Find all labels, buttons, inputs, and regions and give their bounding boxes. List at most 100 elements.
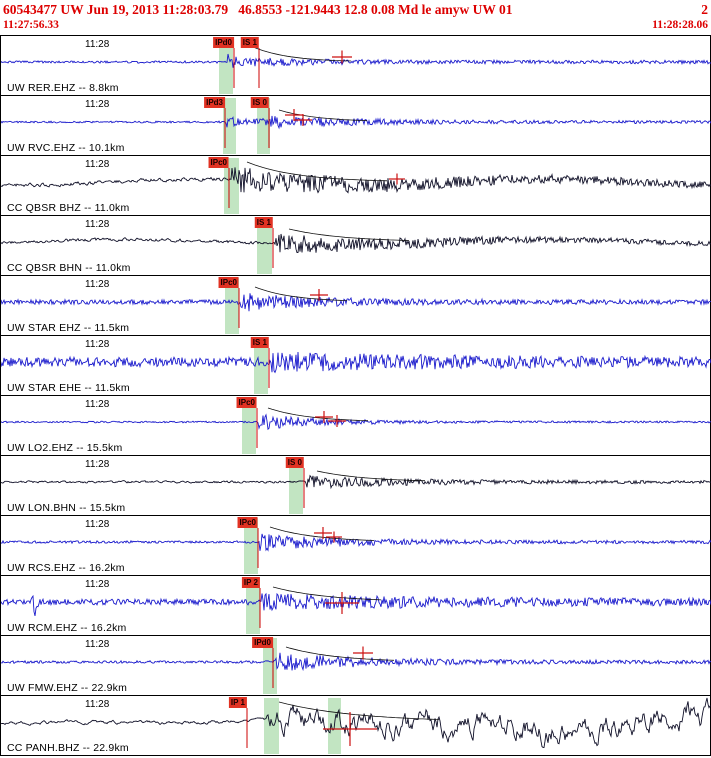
coda-decay-curve xyxy=(269,526,375,541)
waveform-canvas[interactable] xyxy=(1,516,711,576)
page-number: 2 xyxy=(701,2,708,17)
arrival-window-band xyxy=(219,38,233,94)
arrival-window-band xyxy=(257,218,272,274)
waveform-canvas[interactable] xyxy=(1,456,711,516)
waveform-trace xyxy=(1,592,711,617)
coda-decay-curve xyxy=(272,586,382,601)
minute-tick-label: 11:28 xyxy=(85,459,110,470)
waveform-trace xyxy=(1,652,711,672)
arrival-window-band xyxy=(264,698,279,754)
waveform-canvas[interactable] xyxy=(1,276,711,336)
pick-flag[interactable]: IPc0 xyxy=(236,397,257,408)
waveform-canvas[interactable] xyxy=(1,396,711,456)
minute-tick-label: 11:28 xyxy=(85,159,110,170)
arrival-window-band xyxy=(223,98,236,154)
arrival-window-band xyxy=(246,578,260,634)
arrival-window-band xyxy=(244,518,258,574)
waveform-trace xyxy=(1,115,711,130)
minute-tick-label: 11:28 xyxy=(85,339,110,350)
arrival-window-band xyxy=(257,98,270,154)
waveform-trace xyxy=(1,474,711,490)
pick-flag[interactable]: IS 0 xyxy=(250,97,269,108)
minute-tick-label: 11:28 xyxy=(85,399,110,410)
waveform-trace xyxy=(1,293,711,312)
minute-tick-label: 11:28 xyxy=(85,219,110,230)
waveform-canvas[interactable] xyxy=(1,36,711,96)
pick-flag[interactable]: IS 0 xyxy=(285,457,304,468)
waveform-trace xyxy=(1,233,711,254)
minute-tick-label: 11:28 xyxy=(85,279,110,290)
pick-flag[interactable]: IS 1 xyxy=(250,337,269,348)
minute-tick-label: 11:28 xyxy=(85,99,110,110)
waveform-canvas[interactable] xyxy=(1,576,711,636)
minute-tick-label: 11:28 xyxy=(85,519,110,530)
waveform-trace xyxy=(1,533,711,552)
waveform-canvas[interactable] xyxy=(1,696,711,756)
waveform-canvas[interactable] xyxy=(1,336,711,396)
coda-decay-curve xyxy=(278,701,440,720)
pick-flag[interactable]: IPd3 xyxy=(204,97,225,108)
trace-row[interactable]: 11:28 IPd3 IS 0 UW RVC.EHZ -- 10.1km xyxy=(1,95,711,156)
minute-tick-label: 11:28 xyxy=(85,699,110,710)
minute-tick-label: 11:28 xyxy=(85,579,110,590)
trace-row[interactable]: 11:28 IS 0 UW LON.BHN -- 15.5km xyxy=(1,455,711,516)
waveform-trace xyxy=(1,167,711,194)
pick-flag[interactable]: IP 2 xyxy=(241,577,260,588)
station-channel-label: UW RER.EHZ -- 8.8km xyxy=(7,82,119,94)
waveform-canvas[interactable] xyxy=(1,636,711,696)
coda-decay-curve xyxy=(285,646,395,661)
coda-decay-curve xyxy=(254,286,348,301)
station-channel-label: CC QBSR BHN -- 11.0km xyxy=(7,262,131,274)
trace-row[interactable]: 11:28 IS 1 CC QBSR BHN -- 11.0km xyxy=(1,215,711,276)
coda-decay-curve xyxy=(250,45,352,62)
coda-decay-curve xyxy=(246,161,388,182)
trace-row[interactable]: 11:28 IS 1 UW STAR EHE -- 11.5km xyxy=(1,335,711,396)
waveform-canvas[interactable] xyxy=(1,96,711,156)
minute-tick-label: 11:28 xyxy=(85,39,110,50)
event-header: 60543477 UW Jun 19, 2013 11:28:03.79 46.… xyxy=(0,0,711,18)
pick-flag[interactable]: IS 1 xyxy=(254,217,273,228)
arrival-window-band xyxy=(225,278,239,334)
pick-flag[interactable]: IPd0 xyxy=(213,37,234,48)
coda-decay-curve xyxy=(316,470,426,482)
station-channel-label: UW RVC.EHZ -- 10.1km xyxy=(7,142,125,154)
event-summary: 60543477 UW Jun 19, 2013 11:28:03.79 46.… xyxy=(3,2,513,17)
station-channel-label: UW STAR EHZ -- 11.5km xyxy=(7,322,130,334)
waveform-trace xyxy=(1,351,711,374)
trace-row[interactable]: 11:28 IPd0 UW FMW.EHZ -- 22.9km xyxy=(1,635,711,696)
trace-row[interactable]: 11:28 IP 1 CC PANH.BHZ -- 22.9km xyxy=(1,695,711,756)
minute-tick-label: 11:28 xyxy=(85,639,110,650)
pick-flag[interactable]: IPc0 xyxy=(208,157,229,168)
station-channel-label: UW RCS.EHZ -- 16.2km xyxy=(7,562,125,574)
trace-row[interactable]: 11:28 IPd0 IS 1 UW RER.EHZ -- 8.8km xyxy=(1,35,711,96)
station-channel-label: UW RCM.EHZ -- 16.2km xyxy=(7,622,127,634)
coda-decay-curve xyxy=(267,407,369,422)
arrival-window-band xyxy=(289,458,303,514)
station-channel-label: UW LO2.EHZ -- 15.5km xyxy=(7,442,123,454)
waveform-trace xyxy=(1,53,711,68)
pick-flag[interactable]: IS 1 xyxy=(240,37,259,48)
station-channel-label: UW FMW.EHZ -- 22.9km xyxy=(7,682,128,694)
station-channel-label: CC QBSR BHZ -- 11.0km xyxy=(7,202,130,214)
station-channel-label: UW LON.BHN -- 15.5km xyxy=(7,502,126,514)
trace-row[interactable]: 11:28 IPc0 UW STAR EHZ -- 11.5km xyxy=(1,275,711,336)
window-end-time: 11:28:28.06 xyxy=(652,19,708,31)
trace-row[interactable]: 11:28 IPc0 CC QBSR BHZ -- 11.0km xyxy=(1,155,711,216)
waveform-canvas[interactable] xyxy=(1,156,711,216)
trace-list: 11:28 IPd0 IS 1 UW RER.EHZ -- 8.8km 11:28 IPd… xyxy=(0,35,711,756)
waveform-trace xyxy=(1,413,711,431)
coda-decay-curve xyxy=(288,228,410,241)
pick-flag[interactable]: IPc0 xyxy=(237,517,258,528)
station-channel-label: CC PANH.BHZ -- 22.9km xyxy=(7,742,129,754)
trace-row[interactable]: 11:28 IPc0 UW LO2.EHZ -- 15.5km xyxy=(1,395,711,456)
pick-flag[interactable]: IPd0 xyxy=(252,637,273,648)
arrival-window-band xyxy=(242,398,256,454)
station-channel-label: UW STAR EHE -- 11.5km xyxy=(7,382,130,394)
trace-row[interactable]: 11:28 IP 2 UW RCM.EHZ -- 16.2km xyxy=(1,575,711,636)
time-range-bar: 11:27:56.33 11:28:28.06 xyxy=(0,18,711,35)
pick-flag[interactable]: IP 1 xyxy=(228,697,247,708)
pick-flag[interactable]: IPc0 xyxy=(218,277,239,288)
trace-row[interactable]: 11:28 IPc0 UW RCS.EHZ -- 16.2km xyxy=(1,515,711,576)
waveform-canvas[interactable] xyxy=(1,216,711,276)
